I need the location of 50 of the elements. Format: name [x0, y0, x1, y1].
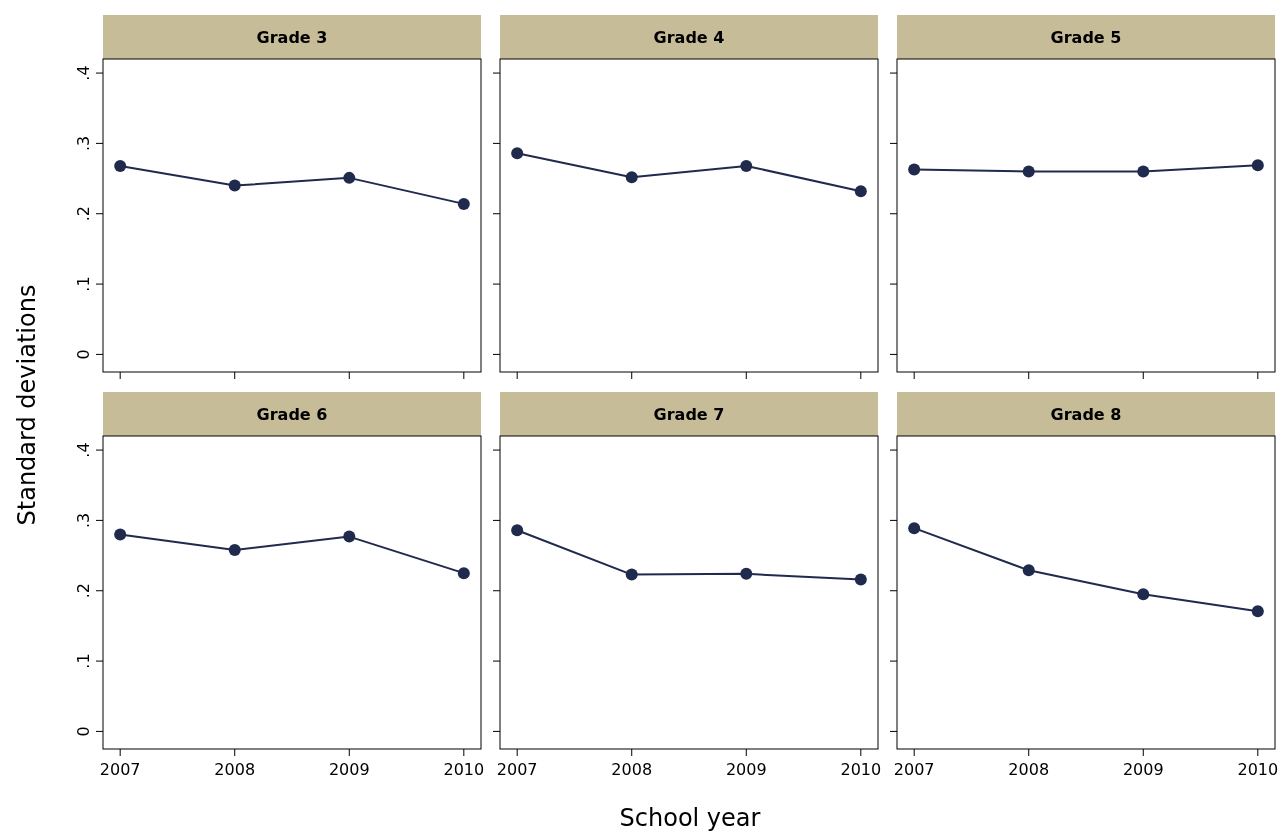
y-axis-title: Standard deviations — [13, 284, 41, 526]
point — [511, 524, 524, 537]
point — [511, 147, 524, 160]
x-tick-label: 2009 — [1122, 760, 1164, 779]
y-tick-label: .3 — [74, 135, 93, 152]
point — [740, 159, 753, 172]
chart-title: Grade 6 — [256, 405, 328, 424]
x-tick-label: 2007 — [496, 760, 538, 779]
chart-title: Grade 3 — [256, 28, 328, 47]
x-tick-label: 2010 — [1237, 760, 1279, 779]
point — [1022, 564, 1035, 577]
point — [457, 197, 470, 210]
x-tick-label: 2007 — [893, 760, 935, 779]
point — [854, 185, 867, 198]
y-tick-label: .2 — [74, 206, 93, 222]
point — [908, 522, 921, 535]
x-tick-label: 2008 — [611, 760, 653, 779]
point — [625, 568, 638, 581]
y-tick-label: .4 — [74, 442, 93, 458]
x-tick-label: 2009 — [725, 760, 767, 779]
x-tick-label: 2009 — [328, 760, 370, 779]
y-tick-label: .4 — [74, 65, 93, 81]
y-tick-label: 0 — [74, 726, 93, 737]
point — [457, 567, 470, 580]
y-tick-label: .1 — [74, 653, 93, 669]
point — [228, 179, 241, 192]
y-tick-label: .2 — [74, 583, 93, 599]
chart-title: Grade 8 — [1050, 405, 1122, 424]
point — [854, 573, 867, 586]
x-tick-label: 2008 — [1008, 760, 1050, 779]
point — [625, 171, 638, 184]
point — [343, 530, 356, 543]
point — [114, 159, 127, 172]
x-tick-label: 2007 — [99, 760, 141, 779]
x-axis-title: School year — [619, 804, 761, 832]
point — [343, 171, 356, 184]
point — [1137, 588, 1150, 601]
chart-title: Grade 7 — [653, 405, 725, 424]
point — [114, 528, 127, 541]
chart-title: Grade 5 — [1050, 28, 1122, 47]
point — [740, 567, 753, 580]
y-tick-label: .3 — [74, 512, 93, 529]
point — [1251, 605, 1264, 618]
x-tick-label: 2010 — [443, 760, 485, 779]
y-tick-label: 0 — [74, 349, 93, 360]
x-tick-label: 2010 — [840, 760, 882, 779]
chart-title: Grade 4 — [653, 28, 725, 47]
x-tick-label: 2008 — [214, 760, 256, 779]
point — [228, 543, 241, 556]
y-tick-label: .1 — [74, 276, 93, 292]
